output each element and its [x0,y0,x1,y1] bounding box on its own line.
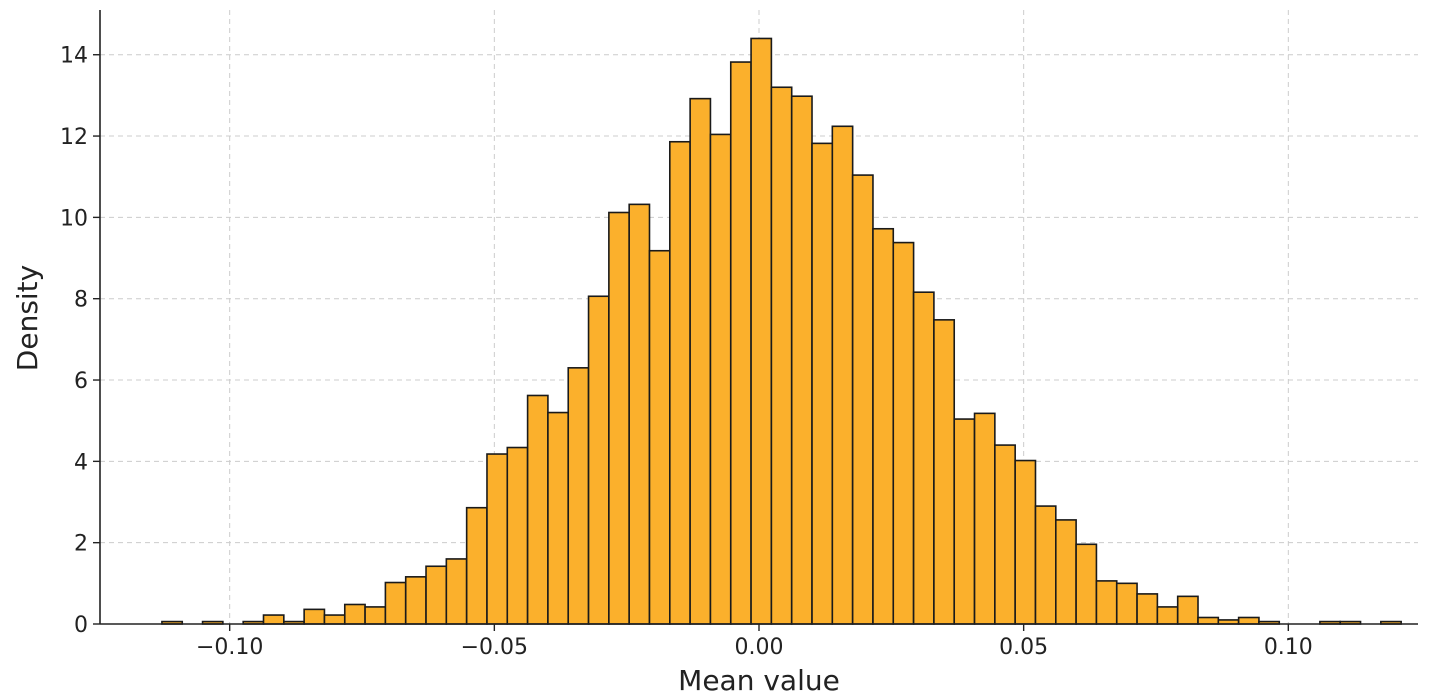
x-tick-label: 0.00 [735,635,784,660]
histogram-bar [872,227,895,625]
y-tick-label: 12 [60,125,88,150]
histogram-bar [1176,595,1199,625]
histogram-bar [1095,580,1118,625]
histogram-bar [303,608,326,625]
histogram-bar [1014,459,1037,625]
histogram-bar [384,581,407,625]
y-tick-label: 0 [74,613,88,638]
tick-labels: −0.10 −0.05 0.00 0.05 0.10 0 2 4 6 8 10 12 14 [60,44,1313,660]
histogram-bar [486,453,509,625]
histogram-bar [323,614,346,625]
histogram-bar [404,576,427,625]
y-tick-label: 14 [60,44,88,69]
histogram-bar [608,211,630,625]
histogram-bar [811,142,834,625]
histogram-bar [1115,582,1138,625]
x-tick-label: 0.05 [999,635,1048,660]
histogram-bar [953,418,976,625]
histogram-bar [973,412,996,625]
x-axis-label: Mean value [678,664,840,697]
histogram-bar [425,565,448,625]
y-tick-label: 10 [60,206,88,231]
y-tick-label: 8 [74,288,88,313]
histogram-bar [445,558,468,625]
histogram-bar [912,291,935,625]
histogram-bar [262,614,285,625]
histogram-bar [1197,616,1220,625]
y-axis-label: Density [11,265,44,371]
y-tick-label: 6 [74,369,88,394]
histogram-bar [831,125,854,625]
histogram-bar [709,133,732,625]
x-tick-label: −0.05 [461,635,528,660]
histogram-bar [465,506,488,625]
y-tick-label: 4 [74,450,88,475]
histogram-bar [526,394,549,625]
x-tick-label: −0.10 [196,635,263,660]
histogram-bar [750,37,773,625]
histogram-bar [343,603,366,625]
histogram-bar [851,174,874,625]
histogram-bar [1075,543,1098,625]
x-tick-label: 0.10 [1264,635,1313,660]
histogram-bar [689,97,712,625]
histogram-bar [1136,593,1159,625]
histogram-bar [1156,606,1179,625]
histogram-bar [1054,519,1077,625]
histogram-bar [506,446,529,625]
histogram-bar [648,249,671,625]
histogram-bar [669,140,691,625]
histogram-bar [729,61,752,625]
histogram-bar [933,319,956,625]
y-tick-label: 2 [74,532,88,557]
histogram-bar [790,95,813,625]
histogram-bar [994,444,1016,625]
histogram-bars [161,37,1402,625]
histogram-bar [547,411,570,625]
histogram-bar [628,203,651,625]
histogram-bar [587,295,610,625]
histogram-bar [770,86,793,625]
histogram-bar [892,241,915,625]
histogram-bar [1034,505,1057,625]
histogram-bar [1237,616,1260,625]
histogram-bar [567,367,590,625]
axes [93,10,1418,631]
histogram-bar [364,606,387,625]
